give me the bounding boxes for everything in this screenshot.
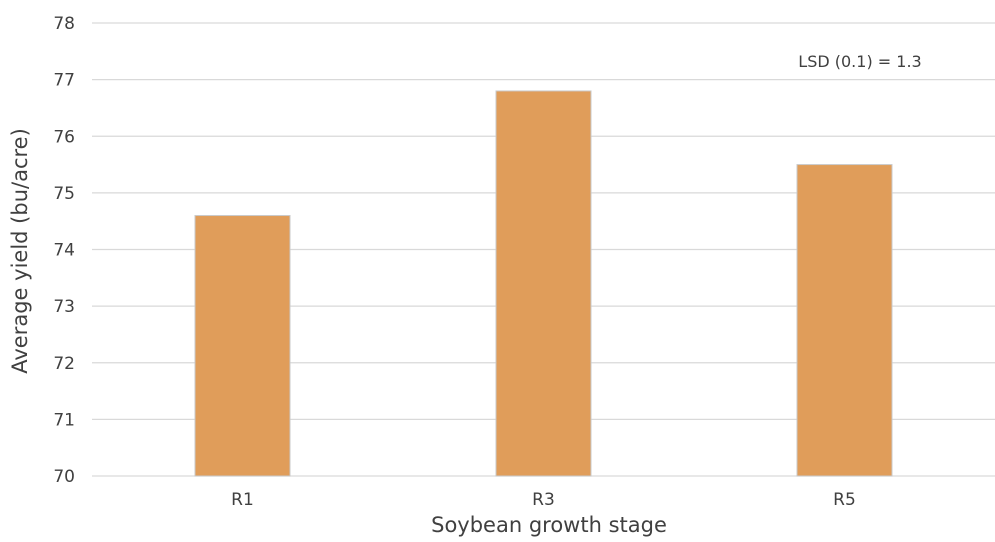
x-axis-ticks: R1 R3 R5: [231, 490, 856, 510]
y-tick-label-73: 73: [53, 297, 75, 317]
x-tick-label-r3: R3: [532, 490, 555, 510]
y-tick-label-77: 77: [53, 71, 75, 91]
y-tick-label-78: 78: [53, 14, 75, 34]
bar-r5: [796, 164, 893, 477]
y-axis-title: Average yield (bu/acre): [8, 128, 32, 374]
annotation-lsd: LSD (0.1) = 1.3: [798, 52, 921, 71]
y-tick-label-71: 71: [53, 410, 75, 430]
y-axis-ticks: 70 71 72 73 74 75 76 77 78: [53, 14, 75, 487]
bar-r3: [495, 90, 592, 477]
y-tick-label-75: 75: [53, 184, 75, 204]
y-tick-label-72: 72: [53, 354, 75, 374]
bars: [194, 90, 893, 477]
y-tick-label-74: 74: [53, 241, 75, 261]
x-tick-label-r5: R5: [833, 490, 856, 510]
x-axis-title: Soybean growth stage: [431, 513, 667, 537]
x-tick-label-r1: R1: [231, 490, 254, 510]
bar-r1: [194, 215, 291, 477]
y-tick-label-76: 76: [53, 127, 75, 147]
y-tick-label-70: 70: [53, 467, 75, 487]
